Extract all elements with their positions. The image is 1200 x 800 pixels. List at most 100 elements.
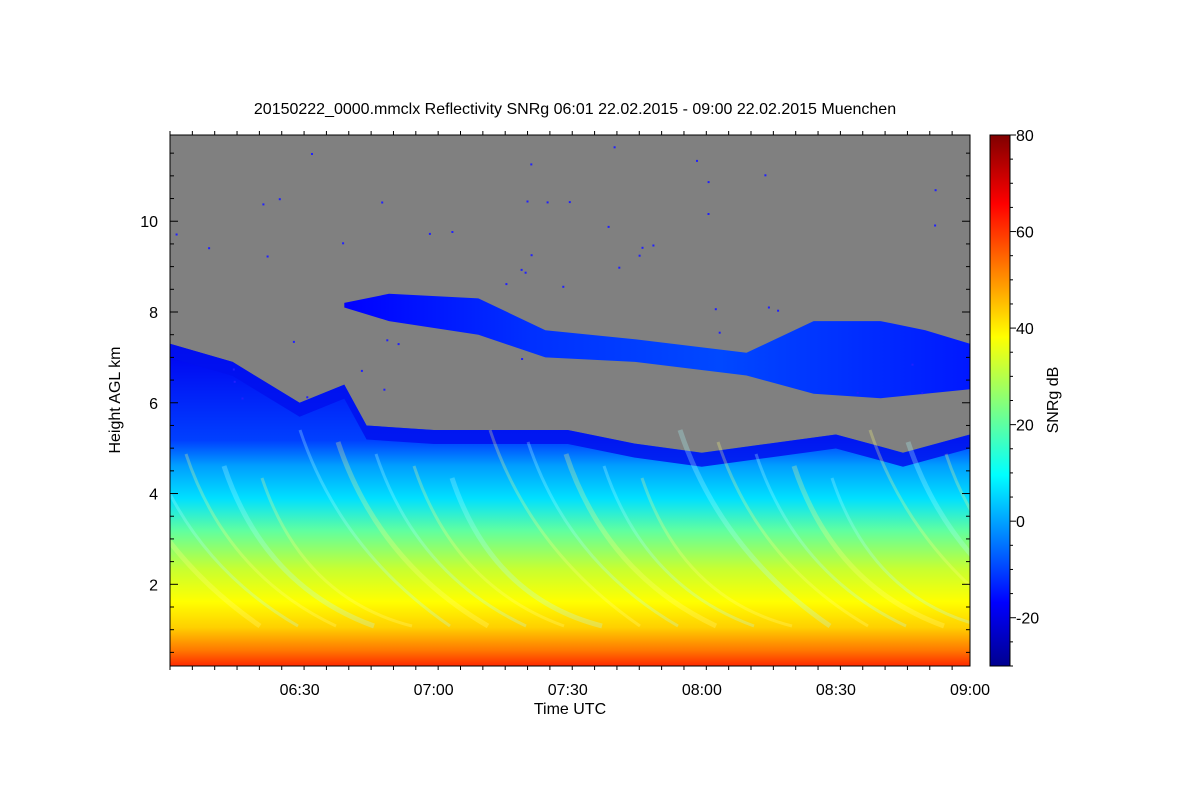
noise-speckle: [397, 343, 400, 346]
noise-speckle: [714, 308, 717, 311]
noise-speckle: [562, 285, 565, 288]
x-tick-label: 08:30: [816, 682, 856, 699]
y-tick-label: 8: [149, 305, 158, 322]
x-axis-label: Time UTC: [534, 701, 606, 718]
fall-streak: [563, 453, 718, 629]
noise-speckle: [718, 331, 721, 334]
fall-streak: [640, 477, 793, 628]
colorbar-tick-label: 60: [1016, 225, 1034, 242]
fall-streak: [526, 441, 679, 628]
noise-speckle: [911, 363, 914, 366]
fall-streak: [170, 490, 299, 628]
noise-speckle: [428, 232, 431, 235]
noise-speckle: [764, 174, 767, 177]
y-tick-label: 10: [140, 214, 158, 231]
colorbar: -20 0 20 40 60 80 SNRg dB: [989, 128, 1062, 667]
noise-speckle: [266, 255, 269, 258]
noise-speckle: [241, 397, 244, 400]
chart-title: 20150222_0000.mmclx Reflectivity SNRg 06…: [254, 101, 896, 118]
fall-streak: [791, 465, 945, 629]
fall-streak: [830, 477, 970, 625]
noise-speckle: [520, 268, 523, 271]
noise-speckle: [921, 392, 924, 395]
noise-speckle: [546, 201, 549, 204]
fall-streak: [298, 429, 451, 628]
noise-speckle: [232, 368, 235, 371]
colorbar-tick-label: 20: [1016, 418, 1034, 435]
fall-streak: [677, 429, 832, 629]
noise-speckle: [278, 198, 281, 201]
title-text: 20150222_0000.mmclx Reflectivity SNRg 06…: [254, 101, 896, 118]
fall-streak: [944, 453, 970, 513]
fall-streak: [716, 441, 869, 628]
lower-cloud-edge: [170, 343, 970, 467]
noise-speckle: [505, 283, 508, 286]
colorbar-tick-label: -20: [1016, 611, 1039, 628]
noise-speckle: [292, 340, 295, 343]
noise-speckle: [607, 225, 610, 228]
fall-streak: [754, 453, 907, 628]
fall-streak: [1060, 430, 1200, 626]
fall-streak: [335, 441, 490, 629]
noise-speckle: [696, 159, 698, 162]
noise-speckle: [618, 266, 621, 269]
plot-area: [169, 134, 1200, 667]
x-tick-label: 07:00: [414, 682, 454, 699]
noise-speckles: [175, 146, 937, 400]
colorbar-tick-label: 0: [1016, 514, 1025, 531]
x-tick-label: 09:00: [950, 682, 990, 699]
fall-streak: [412, 465, 565, 628]
fall-streak: [868, 429, 970, 588]
noise-speckle: [652, 244, 655, 247]
noise-speckle: [526, 200, 529, 203]
noise-speckle: [934, 189, 937, 192]
fall-streaks: [170, 429, 1200, 629]
colorbar-tick-label: 40: [1016, 321, 1034, 338]
x-tick-label: 08:00: [682, 682, 722, 699]
noise-speckle: [386, 339, 389, 342]
noise-speckle: [175, 233, 178, 236]
noise-speckle: [524, 271, 527, 274]
y-axis: 2 4 6 8 10: [140, 152, 970, 653]
noise-speckle: [208, 247, 211, 250]
noise-speckle: [451, 231, 454, 233]
noise-speckle: [856, 391, 859, 394]
fall-streak: [905, 441, 970, 558]
noise-speckle: [934, 224, 937, 227]
noise-speckle: [707, 181, 710, 184]
x-tick-label: 07:30: [548, 682, 588, 699]
noise-speckle: [530, 254, 533, 257]
lower-cloud-layer: [170, 343, 970, 666]
fall-streak: [374, 453, 527, 628]
noise-speckle: [613, 146, 616, 149]
noise-speckle: [342, 242, 345, 245]
y-tick-label: 6: [149, 396, 158, 413]
noise-speckle: [530, 163, 533, 166]
x-axis: 06:30 07:00 07:30 08:00 08:30 09:00: [169, 131, 990, 699]
colorbar-gradient: [989, 134, 1011, 667]
fall-streak: [488, 429, 641, 628]
noise-speckle: [767, 306, 770, 309]
fall-streak: [170, 538, 262, 629]
noise-speckle: [641, 246, 644, 249]
y-tick-label: 4: [149, 487, 158, 504]
y-axis-label: Height AGL km: [107, 346, 124, 453]
upper-cloud-layer: [344, 293, 970, 399]
noise-speckle: [360, 369, 363, 372]
colorbar-tick-label: 80: [1016, 128, 1034, 145]
noise-speckle: [233, 380, 236, 383]
fall-streak: [449, 477, 603, 629]
noise-speckle: [638, 254, 641, 257]
colorbar-ticks: -20 0 20 40 60 80: [1010, 128, 1039, 667]
noise-speckle: [521, 358, 524, 360]
fall-streak: [1022, 478, 1172, 626]
x-tick-label: 06:30: [280, 682, 320, 699]
noise-speckle: [311, 153, 313, 155]
colorbar-label: SNRg dB: [1045, 367, 1062, 434]
plot-frame: [169, 134, 971, 667]
fall-streak: [184, 453, 337, 628]
noise-speckle: [383, 388, 386, 391]
noise-speckle: [777, 309, 780, 312]
noise-speckle: [306, 396, 309, 399]
